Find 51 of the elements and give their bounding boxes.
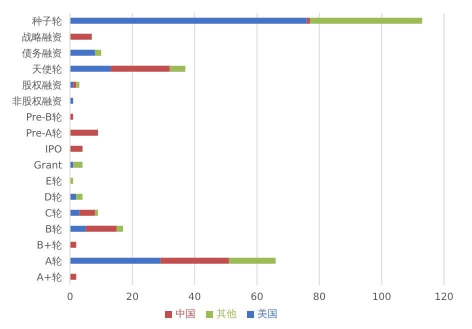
x-tick-label: 120: [434, 292, 454, 304]
y-tick-label: A轮: [45, 256, 62, 268]
bar: [94, 210, 98, 216]
bar: [70, 34, 92, 40]
x-tick-label: 40: [188, 292, 202, 304]
x-tick-label: 0: [66, 292, 74, 304]
x-tick-label: 20: [126, 292, 139, 304]
y-tick-label: IPO: [45, 144, 62, 156]
bar: [70, 226, 86, 232]
bar: [70, 50, 95, 56]
bar: [110, 66, 170, 72]
y-tick-label: 天使轮: [32, 64, 62, 76]
bar: [73, 82, 76, 88]
legend-label: 中国: [176, 309, 196, 320]
bar: [73, 162, 82, 168]
x-tick-label: 100: [372, 292, 392, 304]
legend-label: 美国: [258, 309, 278, 320]
bar: [170, 66, 186, 72]
bar: [70, 66, 111, 72]
x-tick-label: 80: [312, 292, 326, 304]
bar: [76, 194, 82, 200]
bar: [70, 210, 80, 216]
y-tick-label: B+轮: [36, 240, 62, 252]
y-tick-label: 非股权融资: [12, 96, 62, 108]
y-tick-label: C轮: [45, 208, 62, 220]
y-tick-label: 战略融资: [22, 32, 62, 44]
bar: [70, 258, 160, 264]
bar: [76, 82, 80, 88]
y-tick-label: Pre-B轮: [26, 112, 62, 124]
legend-label: 其他: [216, 309, 236, 320]
x-tick-label: 60: [250, 292, 264, 304]
bar: [79, 210, 95, 216]
bar: [116, 226, 123, 232]
bar: [70, 130, 98, 136]
bar: [70, 18, 307, 24]
y-tick-label: A+轮: [36, 272, 62, 284]
bar: [70, 146, 82, 152]
y-tick-label: D轮: [44, 192, 62, 204]
y-tick-label: Pre-A轮: [26, 128, 62, 140]
y-tick-label: Grant: [34, 160, 62, 172]
bar: [86, 226, 117, 232]
y-tick-label: B轮: [45, 224, 62, 236]
bar: [94, 50, 102, 56]
y-tick-label: 股权融资: [22, 80, 62, 92]
y-tick-label: E轮: [46, 176, 62, 188]
bar: [228, 258, 276, 264]
y-tick-label: 债务融资: [22, 48, 62, 60]
bar: [160, 258, 229, 264]
y-tick-label: 种子轮: [32, 16, 62, 28]
bar: [310, 18, 422, 24]
bar: [306, 18, 310, 24]
